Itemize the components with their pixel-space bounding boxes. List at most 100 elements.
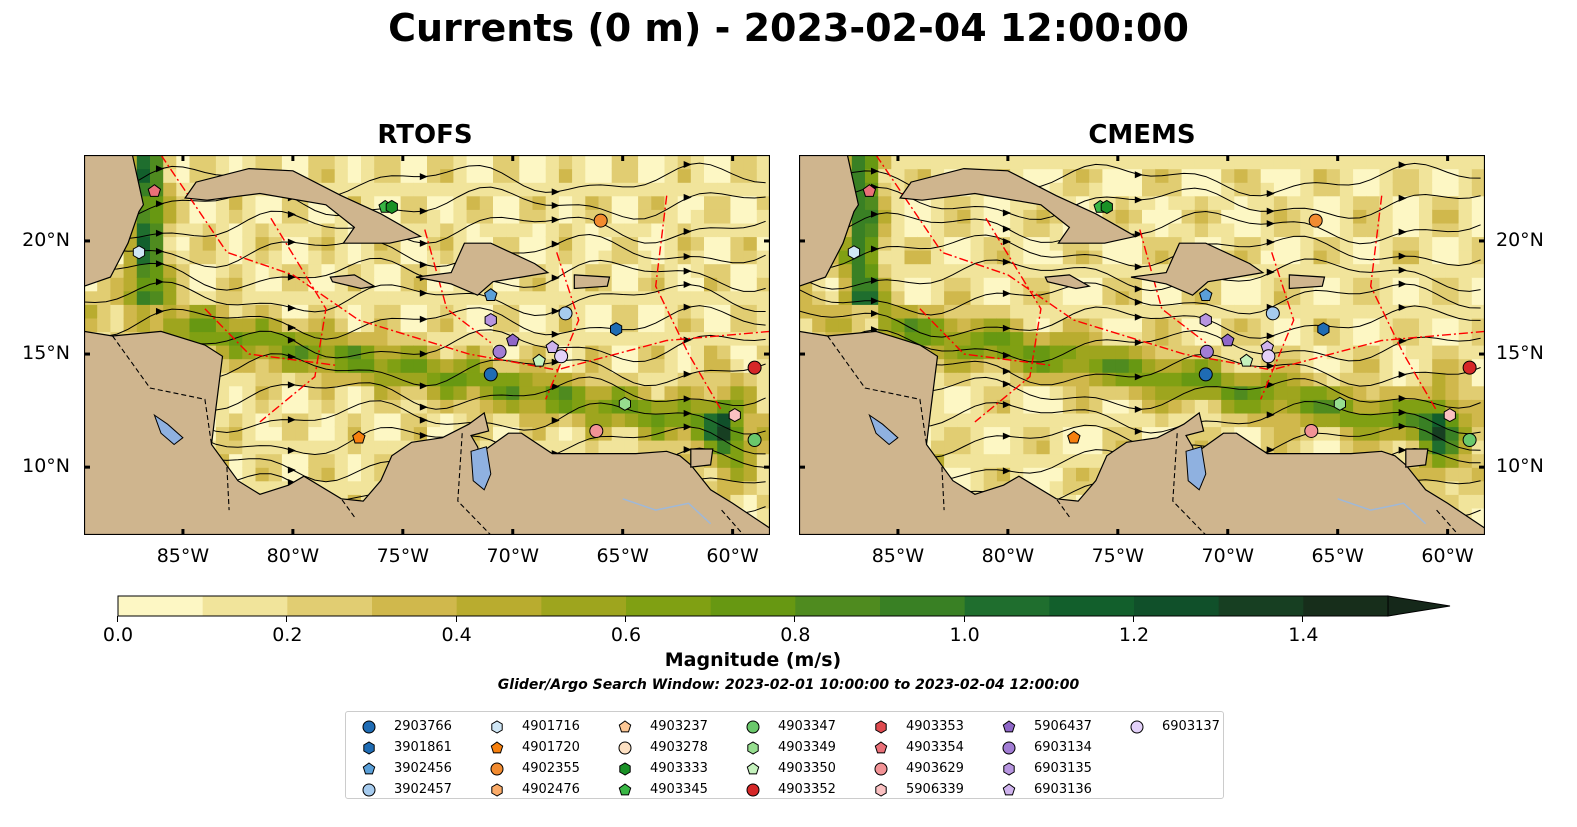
circle-marker-icon xyxy=(746,783,760,796)
colorbar-tick xyxy=(455,616,457,622)
legend-label: 4903333 xyxy=(650,761,708,776)
float-marker-3902457[interactable] xyxy=(1265,306,1280,321)
hexagon-marker-icon xyxy=(491,782,503,797)
float-marker-5906437[interactable] xyxy=(1221,333,1235,347)
circle-marker-icon xyxy=(874,762,888,775)
float-marker-2903766[interactable] xyxy=(1198,367,1213,382)
float-marker-4903629[interactable] xyxy=(589,423,604,438)
colorbar-tick xyxy=(117,616,118,622)
eez-boundaries xyxy=(875,155,1485,423)
legend-label: 6903137 xyxy=(1162,719,1220,734)
float-marker-6903134[interactable] xyxy=(1199,344,1214,359)
float-marker-3902456[interactable] xyxy=(484,288,498,301)
panel-title-cmems: CMEMS xyxy=(1088,120,1196,150)
float-marker-4903350[interactable] xyxy=(1239,353,1254,367)
float-marker-2903766[interactable] xyxy=(483,367,498,382)
float-marker-4903347[interactable] xyxy=(1462,433,1477,447)
legend-entry: 4903333 xyxy=(614,758,708,779)
colorbar-tick xyxy=(625,616,626,622)
float-marker-4903333[interactable] xyxy=(385,199,398,215)
float-marker-4903629[interactable] xyxy=(1304,423,1319,438)
float-marker-4903333[interactable] xyxy=(1100,199,1113,215)
pentagon-marker-icon xyxy=(618,719,632,732)
lon-tick-label: 70°W xyxy=(1201,545,1254,567)
float-marker-5906339[interactable] xyxy=(1443,408,1456,423)
legend-label: 2903766 xyxy=(394,719,452,734)
float-marker-4901716[interactable] xyxy=(132,245,146,260)
legend-entry: 3902457 xyxy=(358,779,452,800)
lake xyxy=(868,413,899,446)
float-markers xyxy=(132,184,762,447)
float-marker-6903137[interactable] xyxy=(554,349,569,364)
float-marker-6903137[interactable] xyxy=(1261,349,1276,364)
float-marker-4903352[interactable] xyxy=(1462,360,1477,375)
legend-column: 5906437 6903134 6903135 6903136 xyxy=(998,716,1092,800)
lat-tick-label-right: 10°N xyxy=(1496,455,1544,478)
float-marker-4901716[interactable] xyxy=(847,245,861,260)
float-marker-6903135[interactable] xyxy=(1199,313,1212,328)
legend-label: 3902457 xyxy=(394,782,452,797)
float-marker-4903349[interactable] xyxy=(1333,396,1346,411)
lon-tick-label: 85°W xyxy=(156,545,210,567)
colorbar-tick-label: 0.6 xyxy=(610,624,642,646)
float-marker-6903135[interactable] xyxy=(484,313,497,328)
legend-label: 6903135 xyxy=(1034,761,1092,776)
legend-label: 4903237 xyxy=(650,719,708,734)
colorbar-segment xyxy=(372,596,458,616)
circle-marker-icon xyxy=(1130,720,1144,733)
map-panel-cmems[interactable] xyxy=(799,155,1485,535)
float-marker-6903134[interactable] xyxy=(492,344,507,359)
float-marker-4902355[interactable] xyxy=(1308,213,1323,228)
legend-label: 6903136 xyxy=(1034,782,1092,797)
circle-marker-icon xyxy=(618,741,632,754)
float-marker-4903350[interactable] xyxy=(532,353,546,367)
lon-tick-label: 70°W xyxy=(486,545,539,567)
legend-entry: 4903353 xyxy=(870,716,964,737)
float-marker-5906339[interactable] xyxy=(728,408,741,423)
float-marker-4903354[interactable] xyxy=(147,184,162,197)
colorbar-tick-label: 0.2 xyxy=(272,624,303,646)
float-marker-5906437[interactable] xyxy=(506,333,520,347)
colorbar-segment xyxy=(1218,596,1304,616)
colorbar-segment xyxy=(541,596,627,616)
legend-label: 3901861 xyxy=(394,740,452,755)
lake xyxy=(153,413,184,446)
landmass xyxy=(84,330,770,535)
circle-marker-icon xyxy=(1002,741,1016,754)
legend-entry: 4903347 xyxy=(742,716,836,737)
pentagon-marker-icon xyxy=(618,782,632,795)
legend-label: 5906437 xyxy=(1034,719,1092,734)
legend-entry: 4903278 xyxy=(614,737,708,758)
legend-entry: 2903766 xyxy=(358,716,452,737)
legend-label: 4903629 xyxy=(906,761,964,776)
float-marker-3901861[interactable] xyxy=(1317,322,1330,337)
legend-label: 4903349 xyxy=(778,740,836,755)
current-magnitude-field xyxy=(84,155,770,535)
float-marker-3901861[interactable] xyxy=(610,322,623,337)
float-marker-4903352[interactable] xyxy=(747,360,762,375)
float-marker-6903136[interactable] xyxy=(545,340,560,353)
float-markers xyxy=(847,184,1477,447)
float-marker-4903354[interactable] xyxy=(862,184,877,197)
float-marker-3902456[interactable] xyxy=(1199,288,1213,301)
landmass xyxy=(799,155,860,287)
map-panel-rtofs[interactable] xyxy=(84,155,770,535)
float-marker-4902355[interactable] xyxy=(593,213,608,228)
float-marker-4901720[interactable] xyxy=(1067,430,1081,444)
pentagon-marker-icon xyxy=(874,740,888,753)
eez-boundaries xyxy=(160,155,770,423)
search-window-note: Glider/Argo Search Window: 2023-02-01 10… xyxy=(497,677,1080,693)
colorbar-segment xyxy=(964,596,1050,616)
landmass xyxy=(1044,274,1091,290)
float-marker-4903349[interactable] xyxy=(618,396,631,411)
legend-entry: 4901716 xyxy=(486,716,580,737)
float-marker-4901720[interactable] xyxy=(352,430,366,444)
colorbar-segment xyxy=(795,596,881,616)
legend-entry: 4903345 xyxy=(614,779,708,800)
legend-entry: 4901720 xyxy=(486,737,580,758)
lat-tick-label-left: 10°N xyxy=(22,455,70,478)
legend-label: 4903347 xyxy=(778,719,836,734)
figure-title: Currents (0 m) - 2023-02-04 12:00:00 xyxy=(388,6,1189,50)
float-marker-3902457[interactable] xyxy=(558,306,573,321)
float-marker-4903347[interactable] xyxy=(747,433,762,447)
